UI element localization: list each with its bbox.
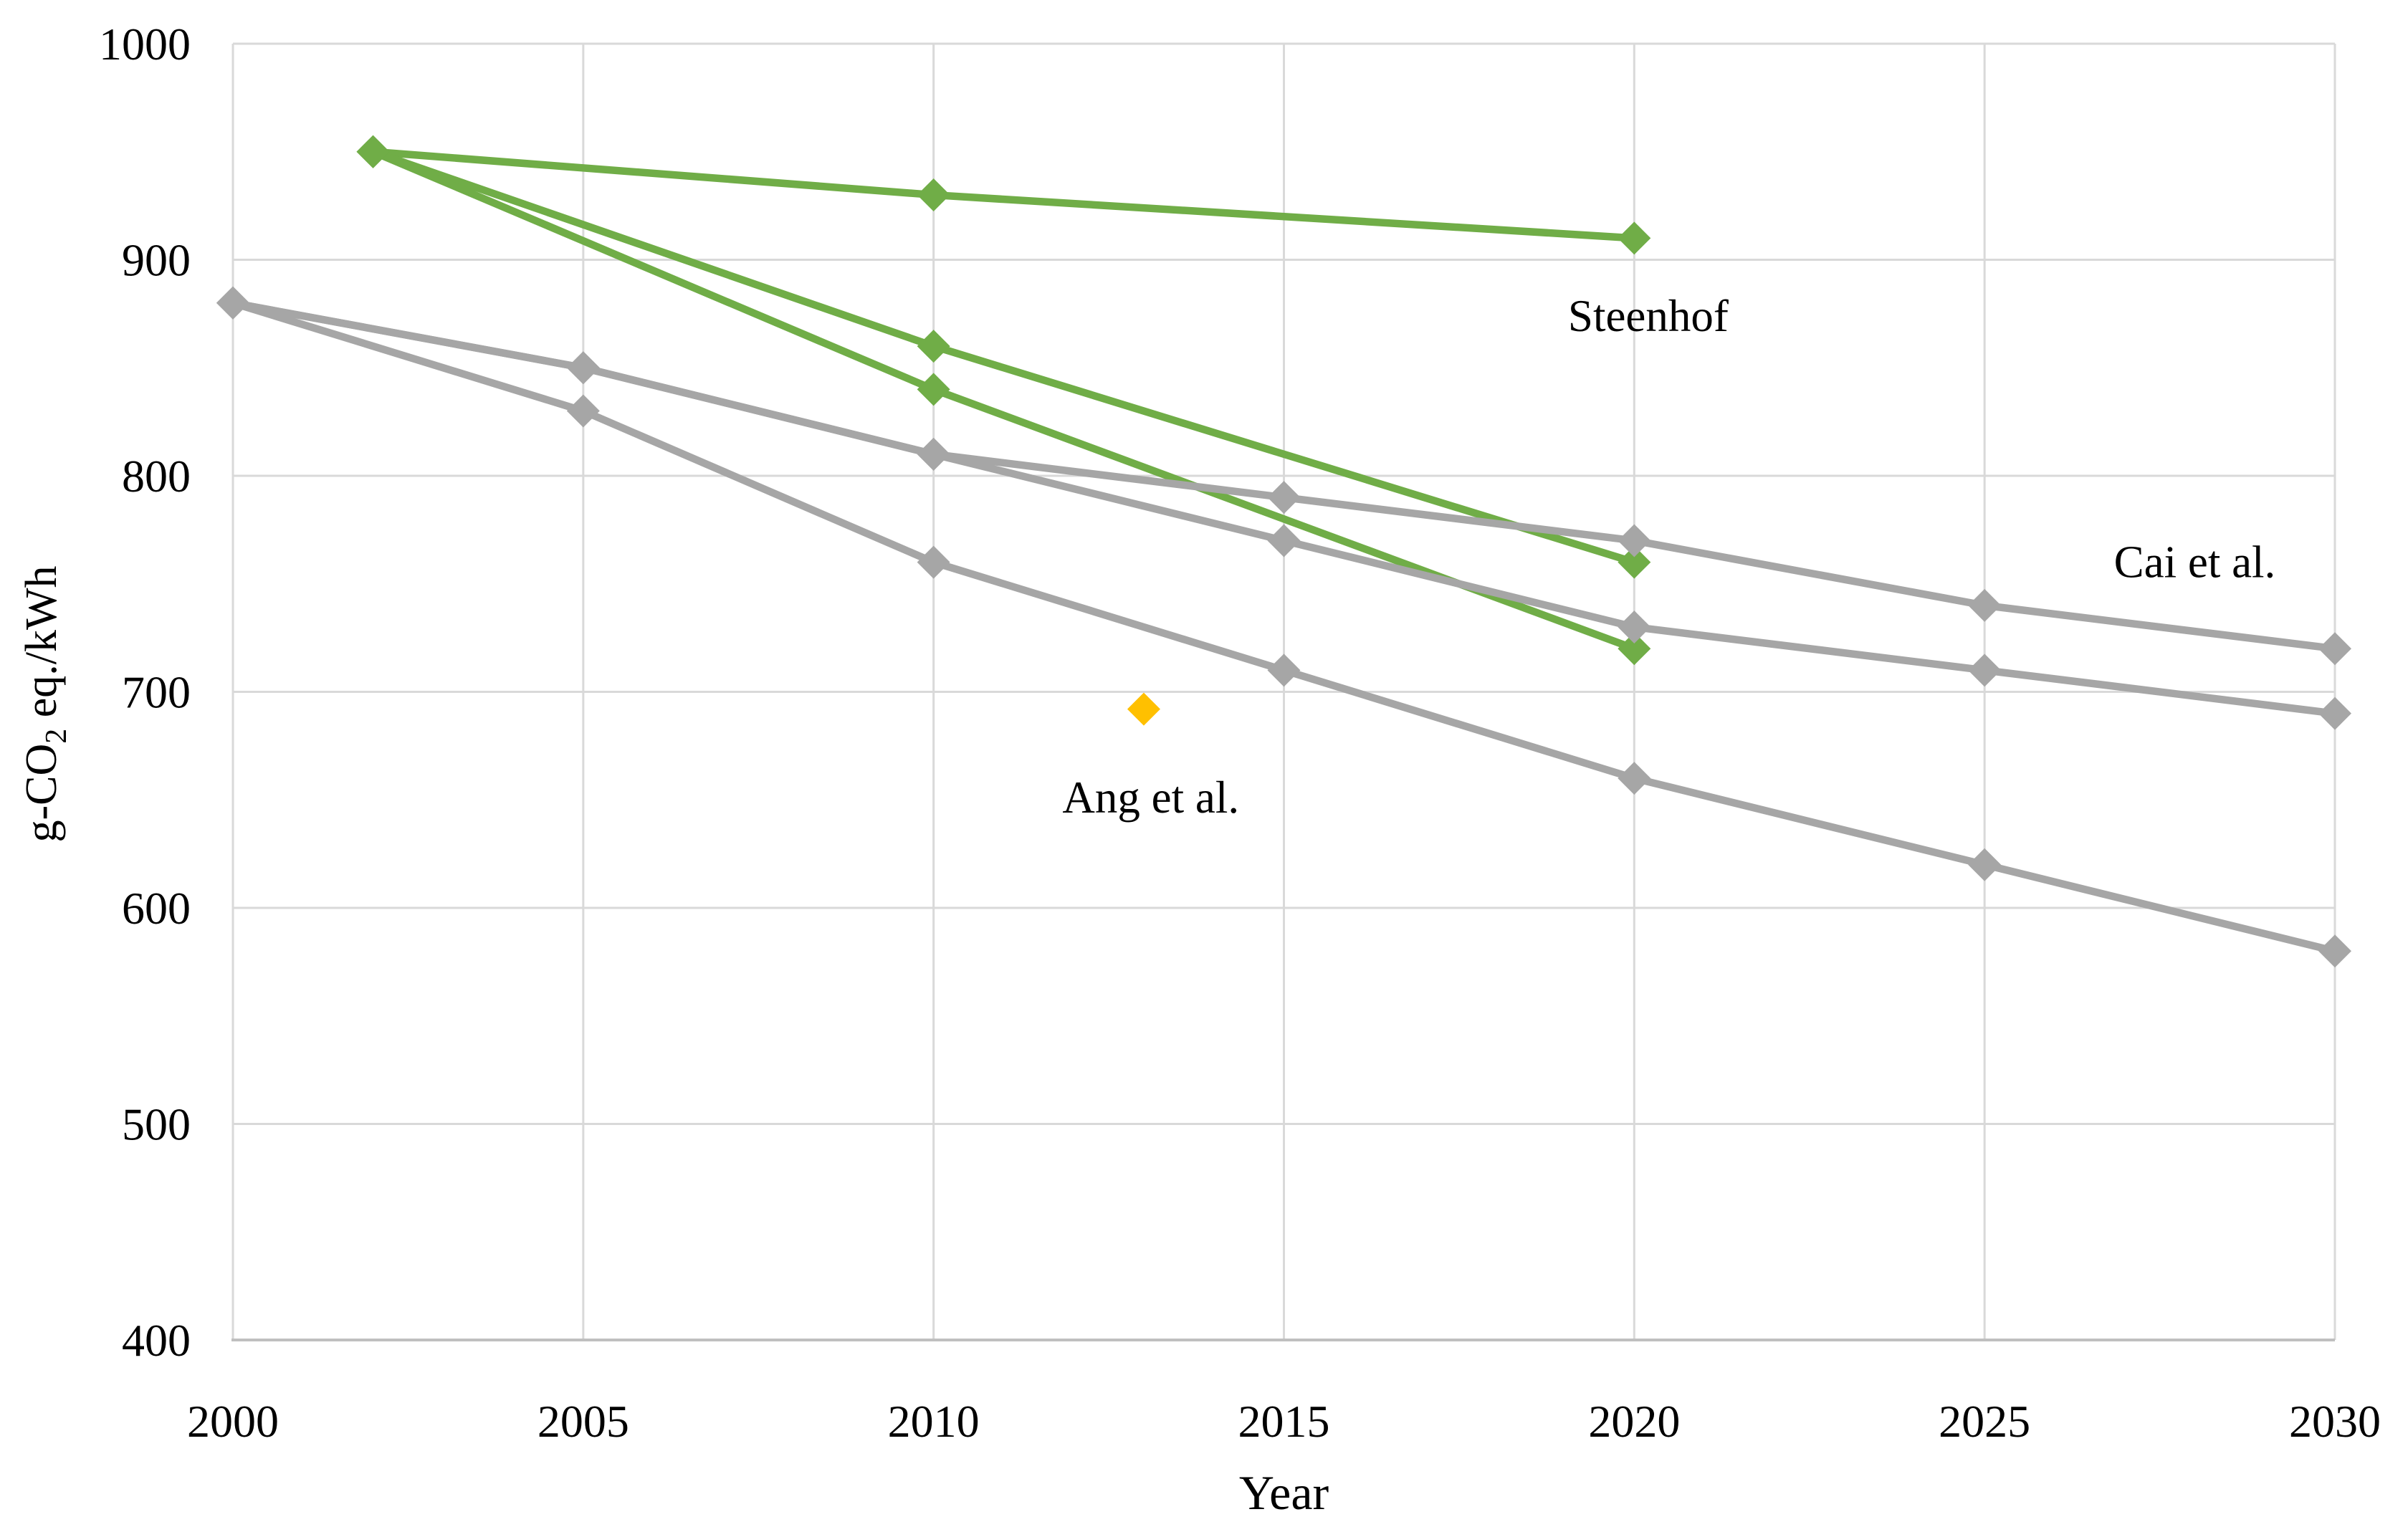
marker-cai-et-al--2015-790 xyxy=(1267,481,1301,514)
x-tick-label-2030: 2030 xyxy=(2289,1396,2381,1447)
marker-cai-et-al--2030-580 xyxy=(2318,934,2351,968)
marker-cai-et-al--2025-710 xyxy=(1968,654,2002,687)
marker-cai-et-al--2020-770 xyxy=(1618,524,1651,557)
marker-steenhof-2020-720 xyxy=(1618,632,1651,666)
series-label-ang: Ang et al. xyxy=(1062,772,1239,823)
marker-cai-et-al--2010-810 xyxy=(917,437,950,471)
marker-cai-et-al--2020-660 xyxy=(1618,762,1651,795)
marker-cai-et-al--2015-710 xyxy=(1267,654,1301,687)
x-tick-label-2015: 2015 xyxy=(1238,1396,1330,1447)
y-tick-label-700: 700 xyxy=(122,667,191,718)
x-tick-label-2025: 2025 xyxy=(1939,1396,2030,1447)
x-tick-label-2020: 2020 xyxy=(1588,1396,1680,1447)
marker-cai-et-al--2025-740 xyxy=(1968,588,2002,622)
x-tick-label-2005: 2005 xyxy=(538,1396,629,1447)
marker-cai-et-al--2005-830 xyxy=(566,394,600,428)
marker-steenhof-2002-950 xyxy=(356,135,390,168)
marker-cai-et-al--2010-760 xyxy=(917,545,950,579)
x-axis-title: Year xyxy=(1239,1465,1329,1520)
marker-steenhof-2020-760 xyxy=(1618,545,1651,579)
y-tick-label-900: 900 xyxy=(122,235,191,286)
x-tick-label-2000: 2000 xyxy=(187,1396,279,1447)
y-tick-label-500: 500 xyxy=(122,1099,191,1150)
series-label-steenhof: Steenhof xyxy=(1568,291,1729,341)
y-tick-label-1000: 1000 xyxy=(99,19,191,70)
marker-cai-et-al--2025-620 xyxy=(1968,848,2002,881)
marker-cai-et-al--2020-730 xyxy=(1618,611,1651,644)
marker-steenhof-2010-860 xyxy=(917,330,950,363)
y-axis-title: g-CO2 eq./kWh xyxy=(17,565,73,842)
marker-steenhof-2020-910 xyxy=(1618,221,1651,255)
x-tick-label-2010: 2010 xyxy=(888,1396,980,1447)
marker-cai-et-al--2005-850 xyxy=(566,351,600,385)
marker-steenhof-2010-840 xyxy=(917,373,950,406)
marker-cai-et-al--2030-690 xyxy=(2318,697,2351,730)
marker-cai-et-al--2015-770 xyxy=(1267,524,1301,557)
y-tick-label-400: 400 xyxy=(122,1315,191,1366)
y-tick-label-600: 600 xyxy=(122,883,191,934)
marker-steenhof-2010-930 xyxy=(917,178,950,212)
marker-cai-et-al--2030-720 xyxy=(2318,632,2351,666)
y-tick-label-800: 800 xyxy=(122,451,191,502)
marker-cai-et-al--2000-880 xyxy=(216,286,249,320)
series-label-cai: Cai et al. xyxy=(2114,537,2276,588)
marker-ang-et-al--2013-692 xyxy=(1127,692,1160,726)
